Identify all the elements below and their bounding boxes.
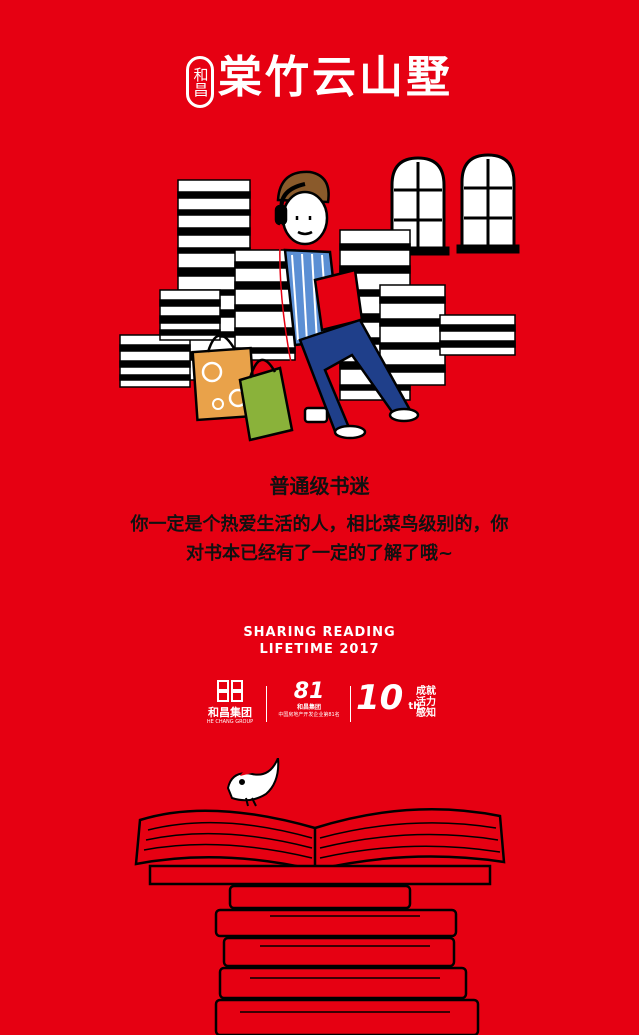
anniversary-number: 10 [356, 678, 404, 718]
bird-icon [226, 758, 280, 807]
group-name-en: HE CHANG GROUP [206, 719, 254, 725]
anniversary-logo: 10 th 成就 活力 感知 [356, 678, 446, 719]
reader-figure-icon [274, 170, 420, 440]
hechang-group-logo: 和昌集团 HE CHANG GROUP [204, 680, 256, 726]
book-stacks-icon [119, 179, 516, 401]
books-with-bird-illustration [134, 758, 506, 1035]
level-title: 普通级书迷 [269, 474, 370, 498]
anniversary-slogan: 成就 活力 感知 [416, 686, 436, 719]
anniversary-suffix: th [408, 701, 421, 712]
slogan-line-1: SHARING READING [243, 625, 396, 640]
rank-number: 81 [293, 679, 325, 704]
anniversary-slogan-3: 感知 [416, 708, 436, 719]
rank-logo: 81 和昌集团 中国房地产开发企业第81名 [278, 680, 340, 719]
rank-label-2: 中国房地产开发企业第81名 [278, 712, 340, 718]
reader-illustration [119, 153, 520, 442]
hechang-grid-icon [217, 680, 243, 702]
logo-divider-2 [350, 686, 351, 722]
brand-title: 棠竹云山墅 [218, 52, 453, 103]
anniversary-slogan-1: 成就 [416, 686, 436, 697]
anniversary-slogan-2: 活力 [416, 697, 436, 708]
brand-seal: 和昌 [186, 56, 214, 108]
stacked-books-icon [214, 884, 480, 1035]
description-line-2: 对书本已经有了一定的了解了哦~ [185, 543, 454, 564]
open-book-icon [134, 808, 506, 886]
window-left-icon [386, 156, 450, 256]
description-line-1: 你一定是个热爱生活的人，相比菜鸟级别的，你 [130, 514, 509, 535]
level-description: 你一定是个热爱生活的人，相比菜鸟级别的，你 对书本已经有了一定的了解了哦~ [40, 510, 599, 568]
rank-label-1: 和昌集团 [296, 704, 321, 711]
slogan-line-2: LIFETIME 2017 [259, 642, 380, 657]
brand-seal-text: 和昌 [191, 67, 210, 97]
footer-logos: 和昌集团 HE CHANG GROUP 81 和昌集团 中国房地产开发企业第81… [0, 680, 639, 730]
logo-divider-1 [266, 686, 267, 722]
group-name: 和昌集团 [208, 706, 252, 719]
shopping-bag-green-icon [238, 358, 294, 442]
window-right-icon [456, 153, 520, 254]
slogan: SHARING READING LIFETIME 2017 [0, 624, 639, 658]
